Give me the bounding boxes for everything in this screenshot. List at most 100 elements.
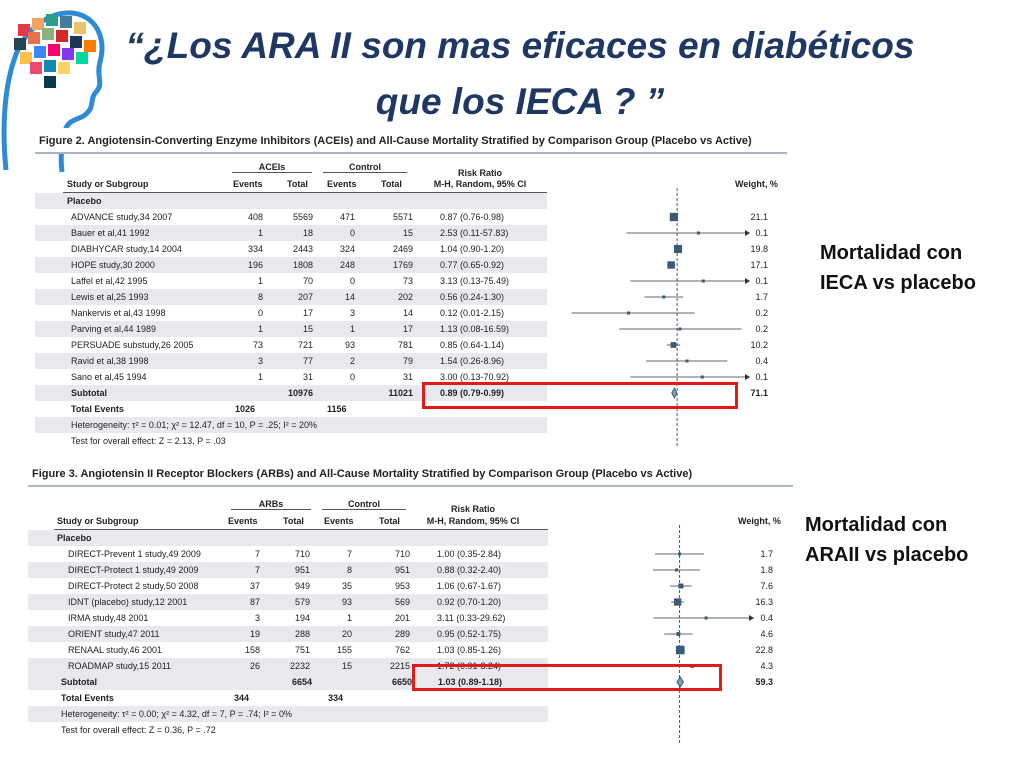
ci-arrow-right: [745, 230, 750, 236]
events-treatment: 7: [254, 549, 260, 559]
study-name: Laffel et al,42 1995: [71, 276, 148, 286]
pill-cluster: [14, 14, 96, 88]
point-estimate-marker: [701, 279, 705, 283]
header-rule: [63, 192, 547, 193]
study-name: IDNT (placebo) study,12 2001: [68, 597, 188, 607]
study-weight: 4.6: [760, 629, 773, 639]
section-label: Placebo: [67, 196, 102, 206]
heterogeneity-text: Heterogeneity: τ² = 0.00; χ² = 4.32, df …: [61, 709, 292, 719]
ci-arrow-right: [745, 278, 750, 284]
point-estimate-marker: [678, 583, 684, 589]
risk-ratio-ci: 0.88 (0.32-2.40): [437, 565, 502, 575]
column-header-weight: Weight, %: [738, 516, 781, 526]
total-events-treatment: 1026: [235, 404, 256, 414]
total-treatment: 951: [294, 565, 310, 575]
subtotal-weight: 59.3: [755, 677, 773, 687]
subtotal-row: Subtotal 6654 6650 1.03 (0.89-1.18): [28, 674, 548, 690]
subtotal-risk-ratio: 1.03 (0.89-1.18): [438, 677, 503, 687]
total-treatment: 70: [302, 276, 313, 286]
total-control: 762: [394, 645, 410, 655]
study-weight: 1.8: [760, 565, 773, 575]
events-control: 14: [344, 292, 355, 302]
heterogeneity-row: Heterogeneity: τ² = 0.00; χ² = 4.32, df …: [28, 706, 548, 722]
study-name: IRMA study,48 2001: [68, 613, 149, 623]
total-control: 289: [394, 629, 410, 639]
subtotal-diamond: [676, 676, 684, 688]
events-treatment: 3: [254, 613, 260, 623]
events-treatment: 1: [257, 276, 263, 286]
events-control: 0: [349, 372, 355, 382]
column-header-risk-ratio: Risk Ratio: [450, 504, 495, 514]
column-header-weight: Weight, %: [735, 179, 778, 189]
subtotal-total-control: 6650: [391, 677, 412, 687]
study-name: HOPE study,30 2000: [71, 260, 155, 270]
point-estimate-marker: [670, 342, 677, 348]
overall-effect-text: Test for overall effect: Z = 0.36, P = .…: [61, 725, 216, 735]
study-row: PERSUADE substudy,26 2005 73 721 93 781 0.85 …: [35, 337, 547, 353]
point-estimate-marker: [669, 212, 679, 222]
section-row: Placebo: [28, 530, 548, 546]
total-control: 14: [402, 308, 413, 318]
total-events-label: Total Events: [61, 693, 114, 703]
events-control: 324: [339, 244, 355, 254]
figure-caption: Figure 3. Angiotensin II Receptor Blocke…: [28, 461, 793, 487]
point-estimate-marker: [627, 311, 631, 315]
risk-ratio-ci: 0.87 (0.76-0.98): [440, 212, 505, 222]
group-header-treatment: ARBs: [231, 499, 311, 510]
total-control: 31: [402, 372, 413, 382]
side-label-ieca: Mortalidad con IECA vs placebo: [820, 242, 976, 294]
column-header-events-treatment: Events: [233, 179, 263, 189]
point-estimate-marker: [678, 327, 682, 331]
ci-arrow-right: [745, 374, 750, 380]
study-name: DIRECT-Protect 1 study,49 2009: [68, 565, 199, 575]
total-treatment: 710: [294, 549, 310, 559]
events-control: 471: [339, 212, 355, 222]
risk-ratio-ci: 0.85 (0.64-1.14): [440, 340, 505, 350]
events-treatment: 158: [244, 645, 260, 655]
head-with-pills-logo: [1, 10, 105, 173]
group-header-control: Control: [323, 162, 407, 173]
events-treatment: 7: [254, 565, 260, 575]
total-events-row: Total Events 1026 1156: [35, 401, 547, 417]
subtotal-row: Subtotal 10976 11021 0.89 (0.79-0.99): [35, 385, 547, 401]
column-header-total-control: Total: [381, 179, 402, 189]
column-header-events-control: Events: [324, 516, 354, 526]
study-name: DIRECT-Protect 2 study,50 2008: [68, 581, 199, 591]
slide-title-line-1: “¿Los ARA II son mas eficaces en diabéti…: [125, 25, 915, 66]
point-estimate-marker: [678, 552, 682, 556]
column-header-total-treatment: Total: [287, 179, 308, 189]
total-treatment: 579: [294, 597, 310, 607]
subtotal-total-treatment: 10976: [287, 388, 313, 398]
column-header-risk-ratio-method: M-H, Random, 95% CI: [426, 516, 520, 526]
study-name: DIABHYCAR study,14 2004: [71, 244, 182, 254]
study-weight: 22.8: [755, 645, 773, 655]
study-row: Nankervis et al,43 1998 0 17 3 14 0.12 (0.01-…: [35, 305, 547, 321]
events-control: 1: [346, 613, 352, 623]
risk-ratio-ci: 1.06 (0.67-1.67): [437, 581, 502, 591]
events-control: 8: [346, 565, 352, 575]
study-weight: 1.7: [760, 549, 773, 559]
figure-caption: Figure 2. Angiotensin-Converting Enzyme …: [35, 128, 787, 154]
total-control: 15: [402, 228, 413, 238]
total-treatment: 207: [297, 292, 313, 302]
column-header-total-treatment: Total: [283, 516, 304, 526]
study-weight: 0.2: [755, 308, 768, 318]
total-events-row: Total Events 344 334: [28, 690, 548, 706]
total-control: 951: [394, 565, 410, 575]
total-treatment: 288: [294, 629, 310, 639]
risk-ratio-ci: 3.13 (0.13-75.49): [440, 276, 510, 286]
study-row: Laffel et al,42 1995 1 70 0 73 3.13 (0.13-75.…: [35, 273, 547, 289]
total-treatment: 18: [302, 228, 313, 238]
study-row: Ravid et al,38 1998 3 77 2 79 1.54 (0.26-8.96…: [35, 353, 547, 369]
total-control: 1769: [392, 260, 413, 270]
risk-ratio-ci: 1.04 (0.90-1.20): [440, 244, 505, 254]
total-control: 202: [397, 292, 413, 302]
events-treatment: 408: [247, 212, 263, 222]
events-control: 20: [341, 629, 352, 639]
study-name: DIRECT-Prevent 1 study,49 2009: [68, 549, 201, 559]
risk-ratio-ci: 0.95 (0.52-1.75): [437, 629, 502, 639]
events-control: 0: [349, 276, 355, 286]
study-name: Sano et al,45 1994: [71, 372, 147, 382]
point-estimate-marker: [675, 645, 685, 655]
risk-ratio-ci: 0.12 (0.01-2.15): [440, 308, 505, 318]
